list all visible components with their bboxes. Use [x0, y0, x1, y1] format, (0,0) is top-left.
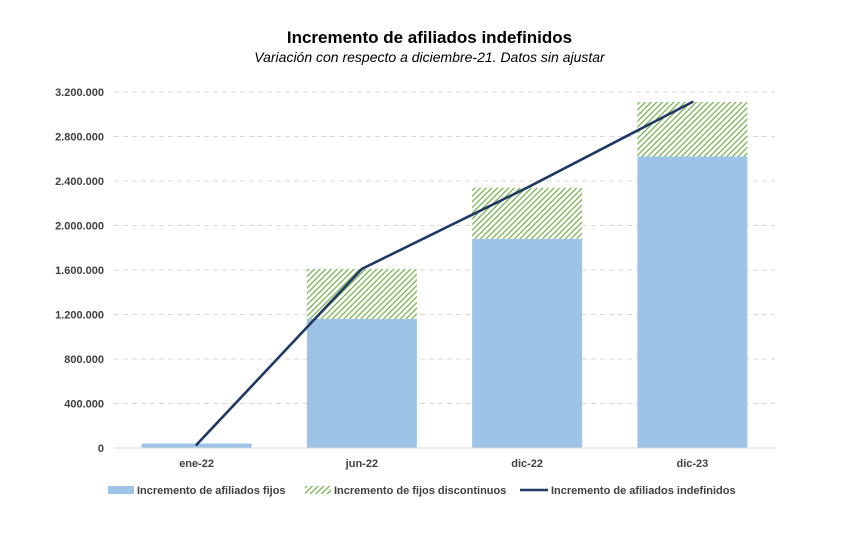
line-afiliados-indefinidos	[195, 100, 694, 446]
bar-segment-fijos-discontinuos	[306, 268, 417, 319]
legend-label: Incremento de fijos discontinuos	[334, 485, 506, 497]
legend-label: Incremento de afiliados indefinidos	[551, 485, 736, 497]
y-tick-label: 2.000.000	[55, 221, 104, 233]
bar-segment-fijos-discontinuos	[637, 102, 748, 157]
y-tick-label: 2.400.000	[55, 176, 104, 188]
y-tick-label: 800.000	[64, 354, 104, 366]
x-axis-ticks: ene-22 jun-22 dic-22 dic-23	[179, 458, 708, 470]
y-tick-label: 1.600.000	[55, 265, 104, 277]
y-tick-label: 2.800.000	[55, 132, 104, 144]
bars	[141, 102, 748, 448]
x-tick-label: jun-22	[345, 458, 378, 470]
legend-swatch-fijos-discontinuos	[305, 486, 331, 494]
y-tick-label: 400.000	[64, 399, 104, 411]
y-tick-label: 3.200.000	[55, 87, 104, 99]
legend-swatch-afiliados-fijos	[108, 486, 134, 494]
y-tick-label: 0	[98, 443, 104, 455]
y-tick-label: 1.200.000	[55, 310, 104, 322]
chart-title: Incremento de afiliados indefinidos	[286, 28, 573, 47]
x-tick-label: dic-22	[511, 458, 543, 470]
bar-segment-afiliados-fijos	[637, 156, 748, 448]
x-tick-label: ene-22	[179, 458, 214, 470]
bar-segment-afiliados-fijos	[472, 238, 583, 448]
x-tick-label: dic-23	[676, 458, 708, 470]
legend: Incremento de afiliados fijos Incremento …	[108, 485, 736, 497]
bar-segment-fijos-discontinuos	[472, 187, 583, 239]
chart-subtitle: Variación con respecto a diciembre-21. D…	[254, 49, 605, 65]
legend-label: Incremento de afiliados fijos	[137, 485, 286, 497]
bar-segment-afiliados-fijos	[306, 318, 417, 448]
line-series	[195, 100, 694, 446]
y-axis-ticks: 0 400.000 800.000 1.200.000 1.600.000 2.000.0…	[55, 87, 104, 455]
